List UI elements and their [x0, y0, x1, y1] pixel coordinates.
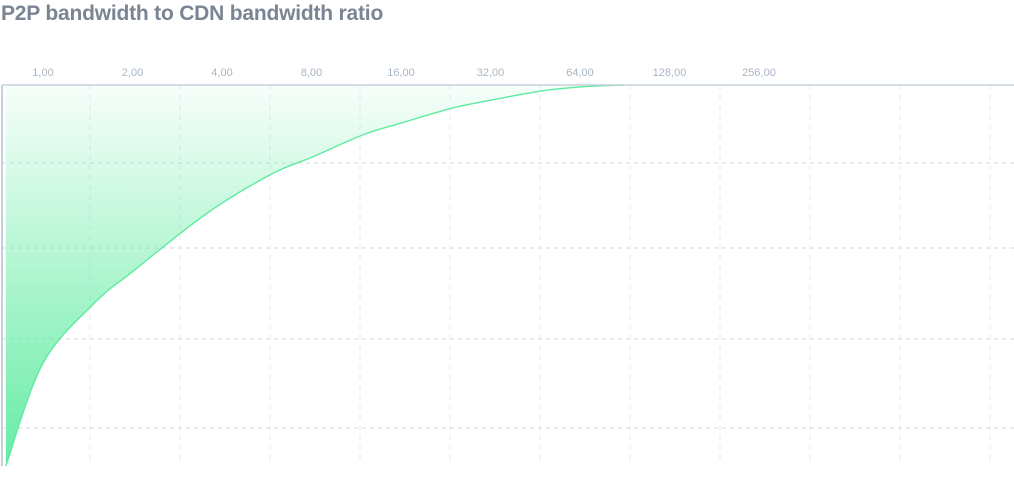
- chart-title: P2P bandwidth to CDN bandwidth ratio: [1, 2, 384, 25]
- x-tick-label: 64,00: [566, 67, 594, 79]
- x-tick-label: 2,00: [122, 67, 143, 79]
- x-tick-label: 8,00: [301, 67, 322, 79]
- x-tick-label: 128,00: [653, 67, 687, 79]
- x-tick-label: 32,00: [477, 67, 505, 79]
- x-tick-label: 16,00: [387, 67, 415, 79]
- x-tick-labels: 1,00 2,00 4,00 8,00 16,00 32,00 64,00 128,00 256…: [32, 67, 776, 79]
- x-tick-label: 4,00: [211, 67, 232, 79]
- x-tick-label: 1,00: [32, 67, 53, 79]
- series-area: [5, 85, 625, 466]
- series-line: [5, 84, 625, 467]
- series-layer: [1, 84, 1014, 467]
- x-tick-label: 256,00: [742, 67, 776, 79]
